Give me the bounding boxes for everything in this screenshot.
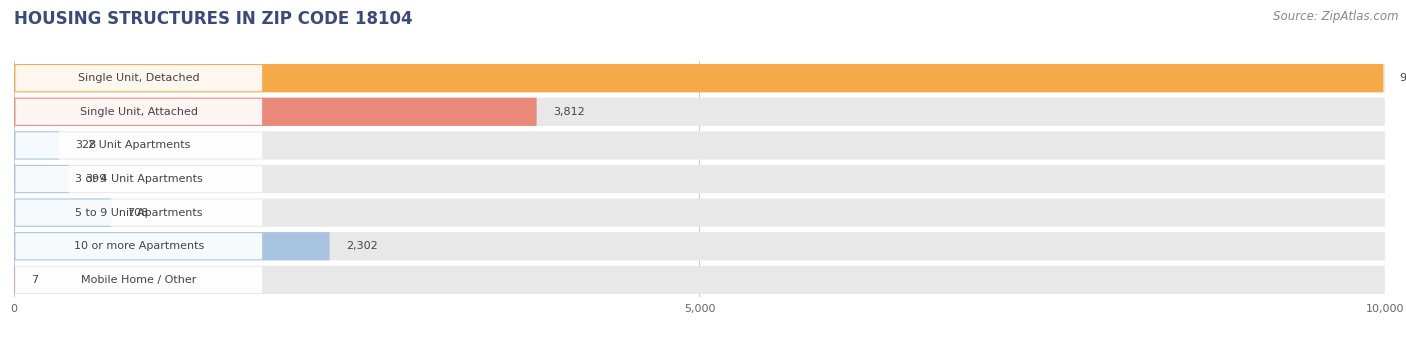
FancyBboxPatch shape [14,131,1385,160]
Text: 328: 328 [76,140,97,150]
Text: 10 or more Apartments: 10 or more Apartments [73,241,204,251]
Text: 399: 399 [86,174,107,184]
Text: Single Unit, Detached: Single Unit, Detached [77,73,200,83]
FancyBboxPatch shape [14,64,1384,92]
FancyBboxPatch shape [14,198,1385,227]
Text: 7: 7 [31,275,38,285]
FancyBboxPatch shape [15,267,262,293]
FancyBboxPatch shape [14,165,69,193]
Text: Source: ZipAtlas.com: Source: ZipAtlas.com [1274,10,1399,23]
FancyBboxPatch shape [14,232,1385,261]
Text: HOUSING STRUCTURES IN ZIP CODE 18104: HOUSING STRUCTURES IN ZIP CODE 18104 [14,10,413,28]
FancyBboxPatch shape [15,99,262,125]
Text: 9,988: 9,988 [1400,73,1406,83]
FancyBboxPatch shape [14,165,1385,193]
FancyBboxPatch shape [14,232,329,261]
FancyBboxPatch shape [15,132,262,159]
Text: Mobile Home / Other: Mobile Home / Other [82,275,197,285]
FancyBboxPatch shape [14,98,1385,126]
Text: 5 to 9 Unit Apartments: 5 to 9 Unit Apartments [75,208,202,218]
FancyBboxPatch shape [14,266,1385,294]
FancyBboxPatch shape [14,98,537,126]
FancyBboxPatch shape [15,199,262,226]
FancyBboxPatch shape [15,65,262,91]
Text: Single Unit, Attached: Single Unit, Attached [80,107,198,117]
FancyBboxPatch shape [14,131,59,160]
FancyBboxPatch shape [15,233,262,260]
Text: 2,302: 2,302 [346,241,378,251]
Text: 3,812: 3,812 [553,107,585,117]
Text: 708: 708 [128,208,149,218]
Text: 2 Unit Apartments: 2 Unit Apartments [87,140,190,150]
Text: 3 or 4 Unit Apartments: 3 or 4 Unit Apartments [75,174,202,184]
FancyBboxPatch shape [15,166,262,192]
FancyBboxPatch shape [14,198,111,227]
FancyBboxPatch shape [14,64,1385,92]
